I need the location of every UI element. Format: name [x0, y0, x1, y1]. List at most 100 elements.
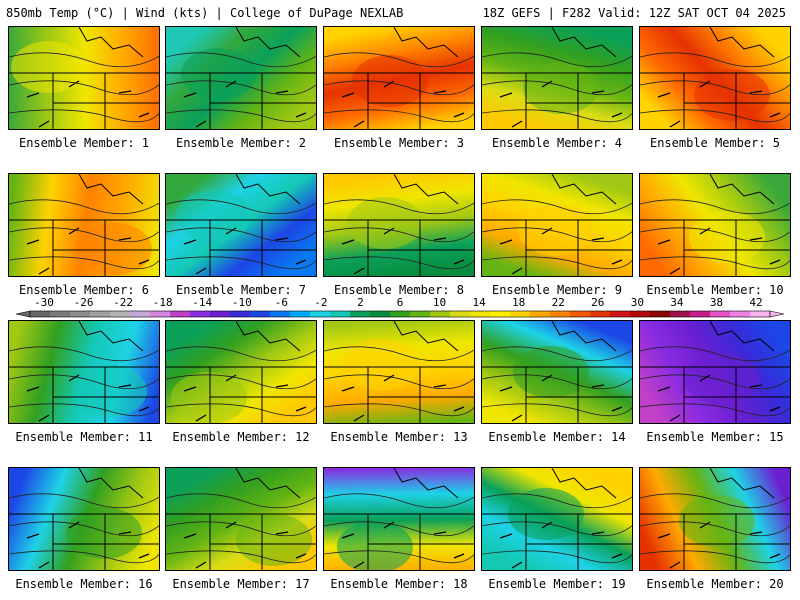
colorbar-swatch — [510, 311, 531, 317]
colorbar-swatch — [530, 311, 551, 317]
colorbar-right-arrow — [769, 310, 785, 318]
panel-caption-member-10: Ensemble Member: 10 — [646, 283, 784, 297]
map-panel-member-5 — [639, 26, 791, 130]
panel-caption-member-12: Ensemble Member: 12 — [172, 430, 310, 444]
colorbar-swatch — [150, 311, 171, 317]
colorbar-label: 42 — [749, 296, 763, 309]
colorbar-label: 6 — [396, 296, 404, 309]
colorbar-swatch — [290, 311, 311, 317]
map-panel-member-7 — [165, 173, 317, 277]
colorbar-swatch — [230, 311, 251, 317]
colorbar-swatch — [650, 311, 671, 317]
map-panel-member-18 — [323, 467, 475, 571]
panel-caption-member-2: Ensemble Member: 2 — [175, 136, 307, 150]
colorbar-swatch — [130, 311, 151, 317]
header-title-left: 850mb Temp (°C) | Wind (kts) | College o… — [6, 6, 404, 20]
colorbar-label: -2 — [314, 296, 328, 309]
colorbar-swatch — [170, 311, 191, 317]
colorbar-swatch — [270, 311, 291, 317]
colorbar-swatch — [410, 311, 431, 317]
colorbar-label: 38 — [709, 296, 724, 309]
colorbar-swatch — [430, 311, 451, 317]
map-panel-member-9 — [481, 173, 633, 277]
colorbar-swatch — [190, 311, 211, 317]
colorbar-swatch — [310, 311, 331, 317]
colorbar-label: -26 — [73, 296, 94, 309]
colorbar-swatch — [50, 311, 71, 317]
map-panel-member-12 — [165, 320, 317, 424]
colorbar-label: 10 — [432, 296, 447, 309]
map-panel-member-6 — [8, 173, 160, 277]
colorbar-swatch — [210, 311, 231, 317]
panel-caption-member-7: Ensemble Member: 7 — [175, 283, 307, 297]
panel-caption-member-18: Ensemble Member: 18 — [330, 577, 468, 591]
colorbar-swatch — [450, 311, 471, 317]
panel-caption-member-8: Ensemble Member: 8 — [333, 283, 465, 297]
colorbar-swatch — [630, 311, 651, 317]
map-panel-member-2 — [165, 26, 317, 130]
colorbar-swatch — [750, 311, 771, 317]
panel-caption-member-4: Ensemble Member: 4 — [491, 136, 623, 150]
map-panel-member-14 — [481, 320, 633, 424]
colorbar-swatch — [330, 311, 351, 317]
colorbar-label: 34 — [670, 296, 684, 309]
colorbar-swatch — [490, 311, 511, 317]
map-panel-member-20 — [639, 467, 791, 571]
map-panel-member-1 — [8, 26, 160, 130]
panel-caption-member-6: Ensemble Member: 6 — [18, 283, 150, 297]
colorbar-swatch — [690, 311, 711, 317]
map-panel-member-19 — [481, 467, 633, 571]
colorbar-swatch — [390, 311, 411, 317]
colorbar-swatch — [570, 311, 591, 317]
colorbar-label: 26 — [591, 296, 605, 309]
colorbar-label: 22 — [551, 296, 565, 309]
header-title-right: 18Z GEFS | F282 Valid: 12Z SAT OCT 04 20… — [482, 6, 786, 20]
map-panel-member-3 — [323, 26, 475, 130]
colorbar-label: -22 — [113, 296, 134, 309]
colorbar-swatch — [610, 311, 631, 317]
map-panel-member-11 — [8, 320, 160, 424]
colorbar-swatch — [590, 311, 611, 317]
panel-caption-member-3: Ensemble Member: 3 — [333, 136, 465, 150]
colorbar-swatch — [250, 311, 271, 317]
panel-caption-member-19: Ensemble Member: 19 — [488, 577, 626, 591]
colorbar-label: 14 — [472, 296, 486, 309]
colorbar-swatch — [70, 311, 91, 317]
colorbar-swatch — [370, 311, 391, 317]
colorbar-swatch — [550, 311, 571, 317]
colorbar-swatch — [730, 311, 751, 317]
panel-caption-member-5: Ensemble Member: 5 — [649, 136, 781, 150]
colorbar-label: -14 — [192, 296, 213, 309]
map-panel-member-17 — [165, 467, 317, 571]
map-panel-member-10 — [639, 173, 791, 277]
panel-caption-member-17: Ensemble Member: 17 — [172, 577, 310, 591]
map-panel-member-15 — [639, 320, 791, 424]
map-panel-member-8 — [323, 173, 475, 277]
panel-caption-member-9: Ensemble Member: 9 — [491, 283, 623, 297]
panel-caption-member-13: Ensemble Member: 13 — [330, 430, 468, 444]
colorbar-swatch — [30, 311, 51, 317]
panel-caption-member-14: Ensemble Member: 14 — [488, 430, 626, 444]
map-panel-member-16 — [8, 467, 160, 571]
colorbar-left-arrow — [15, 310, 31, 318]
map-panel-member-4 — [481, 26, 633, 130]
map-panel-member-13 — [323, 320, 475, 424]
panel-caption-member-11: Ensemble Member: 11 — [15, 430, 153, 444]
colorbar-label: 2 — [357, 296, 364, 309]
colorbar-label: 30 — [630, 296, 644, 309]
panel-caption-member-20: Ensemble Member: 20 — [646, 577, 784, 591]
colorbar-swatch — [90, 311, 111, 317]
colorbar-swatch — [710, 311, 731, 317]
colorbar-label: 18 — [512, 296, 526, 309]
colorbar-label: -10 — [231, 296, 252, 309]
temperature-colorbar — [15, 310, 785, 318]
colorbar-label: -6 — [274, 296, 288, 309]
colorbar-swatch — [670, 311, 691, 317]
colorbar-label: -30 — [34, 296, 54, 309]
colorbar-swatch — [110, 311, 131, 317]
panel-caption-member-1: Ensemble Member: 1 — [18, 136, 150, 150]
colorbar-label: -18 — [152, 296, 173, 309]
colorbar-swatch — [350, 311, 371, 317]
panel-caption-member-15: Ensemble Member: 15 — [646, 430, 784, 444]
panel-caption-member-16: Ensemble Member: 16 — [15, 577, 153, 591]
